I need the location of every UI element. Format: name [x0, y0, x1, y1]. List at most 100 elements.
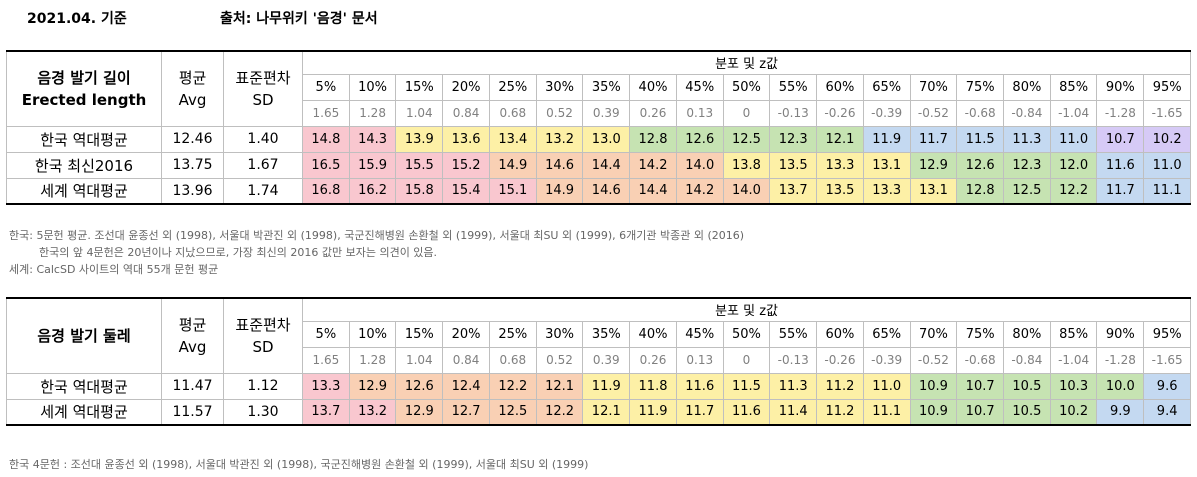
z-value-cell: -1.65 — [1143, 346, 1192, 374]
percentile-header: 95% — [1143, 320, 1192, 348]
percentile-value-cell: 14.9 — [488, 151, 537, 179]
percentile-value-cell: 12.3 — [769, 125, 818, 153]
z-value-cell: 0.84 — [442, 346, 490, 374]
avg-value: 13.75 — [161, 151, 224, 179]
percentile-value-cell: 11.9 — [629, 398, 677, 426]
percentile-value-cell: 14.2 — [629, 151, 677, 179]
percentile-value-cell: 11.0 — [1143, 151, 1192, 179]
percentile-header: 5% — [302, 73, 350, 101]
z-value-cell: -0.26 — [816, 346, 864, 374]
percentile-value-cell: 12.0 — [1049, 151, 1098, 179]
percentile-value-cell: 12.8 — [956, 177, 1005, 205]
percentile-value-cell: 16.2 — [348, 177, 397, 205]
table-row: 한국 최신2016 13.75 1.67 16.5 15.9 15.5 15.2 14.9 14… — [6, 151, 1192, 179]
percentile-value-cell: 11.9 — [862, 125, 911, 153]
percentile-value-cell: 13.6 — [442, 125, 490, 153]
percentile-value-cell: 10.7 — [1096, 125, 1145, 153]
percentile-header: 20% — [442, 73, 490, 101]
percentile-header: 70% — [909, 73, 958, 101]
z-value-cell: 0.68 — [488, 99, 537, 127]
percentile-header: 45% — [675, 320, 724, 348]
percentile-header: 20% — [442, 320, 490, 348]
percentile-value-cell: 10.0 — [1096, 372, 1145, 400]
percentile-header: 15% — [395, 320, 444, 348]
percentile-header: 40% — [629, 320, 677, 348]
percentile-value-cell: 12.4 — [442, 372, 490, 400]
percentile-value-cell: 13.1 — [909, 177, 958, 205]
percentile-header: 45% — [675, 73, 724, 101]
z-value-cell: -1.04 — [1049, 99, 1098, 127]
percentile-header: 80% — [1003, 73, 1051, 101]
percentile-value-cell: 12.2 — [488, 372, 537, 400]
z-value-cell: 0.13 — [675, 346, 724, 374]
z-value-cell: -0.52 — [909, 99, 958, 127]
row-label: 세계 역대평균 — [6, 177, 162, 205]
percentile-value-cell: 12.5 — [488, 398, 537, 426]
percentile-header: 10% — [348, 73, 397, 101]
percentile-value-cell: 13.2 — [348, 398, 397, 426]
percentile-header: 50% — [722, 73, 771, 101]
avg-header-en: Avg — [178, 337, 207, 356]
percentile-value-cell: 10.5 — [1003, 398, 1051, 426]
avg-value: 12.46 — [161, 125, 224, 153]
percentile-value-cell: 14.6 — [582, 177, 631, 205]
percentile-value-cell: 14.3 — [348, 125, 397, 153]
percentile-value-cell: 11.2 — [816, 372, 864, 400]
percentile-value-cell: 10.9 — [909, 372, 958, 400]
percentile-value-cell: 12.1 — [535, 372, 584, 400]
z-value-cell: -0.52 — [909, 346, 958, 374]
z-value-cell: -0.84 — [1003, 346, 1051, 374]
percentile-value-cell: 13.7 — [769, 177, 818, 205]
z-value-cell: -0.84 — [1003, 99, 1051, 127]
percentile-header: 5% — [302, 320, 350, 348]
percentile-value-cell: 10.2 — [1049, 398, 1098, 426]
percentile-header: 55% — [769, 320, 818, 348]
percentile-value-cell: 13.4 — [488, 125, 537, 153]
percentile-value-cell: 11.6 — [1096, 151, 1145, 179]
percentile-value-cell: 10.7 — [956, 398, 1005, 426]
length-title-en: Erected length — [21, 90, 147, 109]
percentile-value-cell: 13.1 — [862, 151, 911, 179]
sd-value: 1.30 — [223, 398, 303, 426]
percentile-header: 15% — [395, 73, 444, 101]
table-row: 세계 역대평균 13.96 1.74 16.8 16.2 15.8 15.4 15.1 14.9… — [6, 177, 1192, 205]
percentile-value-cell: 12.9 — [909, 151, 958, 179]
z-value-cell: 1.65 — [302, 346, 350, 374]
percentile-value-cell: 12.8 — [629, 125, 677, 153]
avg-value: 13.96 — [161, 177, 224, 205]
z-value-cell: -0.13 — [769, 346, 818, 374]
percentile-value-cell: 15.9 — [348, 151, 397, 179]
sd-header: 표준편차 SD — [223, 297, 303, 374]
percentile-value-cell: 11.5 — [722, 372, 771, 400]
percentile-header: 90% — [1096, 320, 1145, 348]
percentile-value-cell: 11.5 — [956, 125, 1005, 153]
sd-header-en: SD — [252, 90, 274, 109]
percentile-header: 65% — [862, 320, 911, 348]
percentile-value-cell: 14.4 — [582, 151, 631, 179]
percentile-value-cell: 12.1 — [582, 398, 631, 426]
sd-value: 1.74 — [223, 177, 303, 205]
z-value-cell: -1.65 — [1143, 99, 1192, 127]
percentile-value-cell: 11.7 — [1096, 177, 1145, 205]
percentile-header: 75% — [956, 73, 1005, 101]
percentile-header: 25% — [488, 320, 537, 348]
z-value-cell: 1.04 — [395, 99, 444, 127]
percentile-header: 65% — [862, 73, 911, 101]
row-label: 한국 역대평균 — [6, 125, 162, 153]
table-header-row: 음경 발기 둘레 평균 Avg 표준편차 SD 분포 및 z값 — [6, 297, 1192, 374]
z-value-cell: 1.28 — [348, 346, 397, 374]
percentile-header: 85% — [1049, 73, 1098, 101]
distribution-header: 분포 및 z값 — [301, 50, 1192, 75]
length-title-cell: 음경 발기 길이 Erected length — [6, 50, 162, 127]
percentile-value-cell: 9.6 — [1143, 372, 1192, 400]
percentile-header: 60% — [816, 73, 864, 101]
avg-header-ko: 평균 — [178, 315, 207, 334]
girth-title-cell: 음경 발기 둘레 — [6, 297, 162, 374]
percentile-value-cell: 9.4 — [1143, 398, 1192, 426]
percentile-value-cell: 14.2 — [675, 177, 724, 205]
percentile-value-cell: 15.8 — [395, 177, 444, 205]
zvalue-row: 1.65 1.28 1.04 0.84 0.68 0.52 0.39 0.26 0.13 0 -0.… — [7, 99, 1192, 127]
percentile-value-cell: 13.8 — [722, 151, 771, 179]
percentile-header: 25% — [488, 73, 537, 101]
avg-header-en: Avg — [178, 90, 207, 109]
